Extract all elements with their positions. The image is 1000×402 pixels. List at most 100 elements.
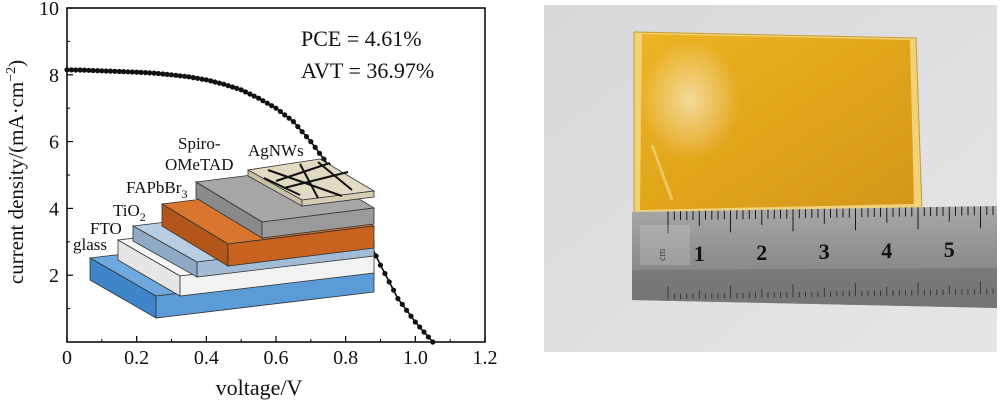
jv-data-point <box>308 139 314 145</box>
jv-data-point <box>107 68 114 74</box>
x-tick-label: 0.8 <box>333 347 358 369</box>
jv-data-point <box>173 72 179 78</box>
jv-data-point <box>151 70 157 76</box>
jv-data-point <box>203 77 209 83</box>
jv-data-point <box>86 67 92 73</box>
ruler-number: 3 <box>819 239 830 264</box>
jv-data-point <box>229 84 236 90</box>
jv-data-point <box>216 80 222 86</box>
jv-data-point <box>182 73 188 79</box>
ruler-reflection <box>640 225 690 265</box>
jv-data-point <box>251 93 257 99</box>
jv-data-point <box>430 339 436 345</box>
jv-data-point <box>199 76 205 82</box>
jv-data-point <box>260 98 266 104</box>
ruler-shadow <box>632 268 997 308</box>
jv-data-point <box>273 105 279 111</box>
jv-data-point <box>99 68 105 74</box>
jv-data-point <box>112 68 118 74</box>
y-tick-label: 2 <box>49 265 59 287</box>
jv-data-point <box>134 69 140 75</box>
jv-data-point <box>269 103 275 109</box>
jv-data-point <box>121 69 127 75</box>
ruler-numbers: 123456 <box>694 237 955 266</box>
jv-data-point <box>386 279 392 285</box>
jv-data-point <box>286 115 292 121</box>
jv-data-point <box>160 71 166 77</box>
film-glare <box>640 40 740 160</box>
jv-data-point <box>212 79 218 85</box>
label-ometad: OMeTAD <box>165 155 234 174</box>
jv-data-point <box>155 70 161 77</box>
jv-data-point <box>186 74 192 80</box>
jv-data-point <box>238 87 244 93</box>
x-axis-label: voltage/V <box>216 375 303 400</box>
jv-data-point <box>208 78 214 84</box>
jv-data-point <box>382 270 388 277</box>
jv-data-point <box>116 68 122 75</box>
jv-data-point <box>282 112 288 118</box>
y-tick-label: 6 <box>49 132 59 154</box>
label-fapbbr3: FAPbBr3 <box>126 178 187 201</box>
jv-data-point <box>94 68 101 74</box>
jv-data-point <box>295 124 301 130</box>
jv-data-point <box>147 70 153 76</box>
y-axis-ticks: 2 4 6 8 10 <box>39 0 73 310</box>
jv-data-point <box>303 134 310 140</box>
x-axis-ticks: 0 0.2 0.4 0.6 0.8 1.0 1.2 <box>62 336 498 369</box>
avt-annotation: AVT = 36.97% <box>301 58 434 83</box>
jv-data-point <box>77 67 83 73</box>
x-tick-label: 0.6 <box>264 347 289 369</box>
jv-data-point <box>64 67 70 73</box>
jv-data-point <box>138 69 144 75</box>
jv-data-point <box>90 67 96 74</box>
x-tick-label: 0.4 <box>194 347 219 369</box>
jv-data-point <box>395 296 401 302</box>
jv-data-point <box>73 67 79 73</box>
film-edge-highlight <box>650 144 674 201</box>
y-tick-label: 10 <box>39 0 59 20</box>
jv-data-point <box>242 89 249 95</box>
jv-data-point <box>377 262 384 268</box>
ruler-number: 2 <box>756 240 767 265</box>
jv-data-point <box>247 91 253 97</box>
jv-data-point <box>190 75 196 81</box>
jv-data-point <box>290 119 296 125</box>
jv-data-point <box>316 150 323 156</box>
label-glass: glass <box>73 235 107 254</box>
jv-data-point <box>225 83 231 89</box>
jv-data-point <box>417 324 423 330</box>
y-tick-label: 4 <box>49 198 59 220</box>
layer-agnws <box>246 158 376 207</box>
jv-data-point <box>277 108 283 115</box>
jv-data-point <box>195 75 201 81</box>
x-tick-label: 0.2 <box>124 347 149 369</box>
label-tio2: TiO2 <box>113 201 146 224</box>
label-fto: FTO <box>90 219 122 238</box>
jv-data-point <box>408 313 414 319</box>
ruler-number: 4 <box>881 238 892 263</box>
jv-data-point <box>299 129 305 135</box>
x-tick-label: 1.2 <box>473 347 498 369</box>
x-tick-label: 0 <box>62 347 72 369</box>
jv-data-point <box>168 72 175 78</box>
jv-data-point <box>221 81 227 87</box>
jv-data-point <box>234 85 240 91</box>
jv-plot: 0 0.2 0.4 0.6 0.8 1.0 1.2 2 4 6 8 10 voltage/V cur… <box>4 0 498 400</box>
ruler-number: 5 <box>944 237 955 262</box>
jv-data-point <box>103 68 109 74</box>
jv-data-point <box>68 67 74 73</box>
jv-data-point <box>81 67 87 73</box>
jv-data-point <box>164 71 170 77</box>
x-tick-label: 1.0 <box>403 347 428 369</box>
jv-data-point <box>412 319 418 325</box>
label-spiro: Spiro- <box>178 134 221 153</box>
jv-data-point <box>312 144 318 150</box>
y-axis-label: current density/(mA·cm−2) <box>4 60 28 284</box>
device-stack-inset: glass FTO TiO2 FAPbBr3 Spiro- OMeTAD AgN… <box>73 134 376 319</box>
jv-data-point <box>125 69 131 75</box>
ruler-number: 1 <box>694 241 705 266</box>
device-photo: cm 123456 <box>544 5 997 352</box>
jv-data-point <box>256 95 262 101</box>
